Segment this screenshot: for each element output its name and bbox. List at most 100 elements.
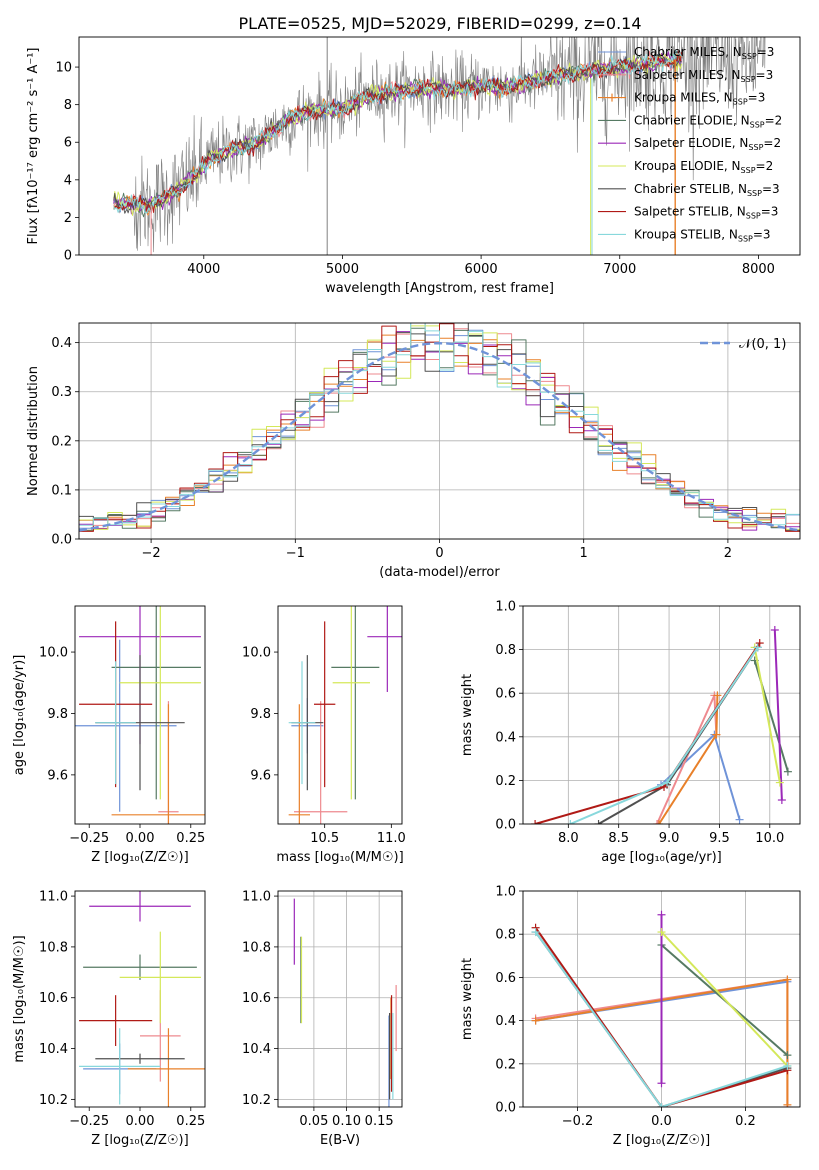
y-tick-label: 9.8: [250, 707, 271, 722]
axes-age_vs_mass: 10.5 11.0 9.6 9.8 10.0 mass [log₁₀(M/M☉)]: [242, 605, 406, 865]
axes-age_vs_Z: −0.25 0.00 0.25 9.6 9.8 10.0 Z [log₁₀(Z/Z☉)] ag…: [12, 605, 206, 865]
legend-subscript: SSP: [746, 212, 761, 221]
x-tick-label: −1: [286, 546, 305, 561]
legend-subscript: SSP: [750, 120, 765, 129]
y-tick-label: 11.0: [39, 890, 68, 905]
axes-mass_vs_EBV: 0.05 0.10 0.15 10.2 10.4 10.6 10.8 11.0 E(B-V): [242, 890, 403, 1148]
axis-layer: 8.0 8.5 9.0 9.5 10.0 0.0 0.2 0.4 0.6 0.8 1.0 age [l…: [460, 600, 801, 865]
x-axis-label: wavelength [Angstrom, rest frame]: [325, 281, 554, 296]
axis-layer: 4000 5000 6000 7000 8000 0 2 4 6 8 10 wavelength [A…: [26, 36, 801, 296]
x-tick-label: −2: [142, 546, 161, 561]
y-tick-label: 9.8: [47, 707, 68, 722]
y-tick-label: 10.8: [39, 940, 68, 955]
y-axis-label: mass weight: [460, 674, 475, 756]
legend-suffix: =3: [748, 91, 766, 105]
legend-subscript: SSP: [748, 143, 763, 152]
y-tick-label: 11.0: [242, 890, 271, 905]
x-tick-label: 6000: [465, 262, 498, 277]
x-tick-label: 0.00: [126, 1114, 155, 1129]
y-tick-label: 0.0: [51, 533, 72, 548]
errorbar-point: [89, 891, 191, 922]
y-tick-label: 0.4: [495, 1014, 516, 1029]
y-tick-label: 0.4: [51, 336, 72, 351]
y-tick-label: 10.0: [39, 646, 68, 661]
x-tick-label: 2: [724, 546, 732, 561]
errorbar-point: [367, 606, 402, 692]
legend-label: Kroupa ELODIE, NSSP=2: [634, 159, 773, 175]
series-kroupa-stelib: [531, 928, 792, 1107]
series-salpeter-miles: [652, 691, 721, 824]
y-tick-label: 0.6: [495, 687, 516, 702]
y-axis-label: mass weight: [460, 958, 475, 1040]
y-tick-label: 10.2: [39, 1093, 68, 1108]
x-tick-label: −0.2: [562, 1114, 594, 1129]
x-axis-label: Z [log₁₀(Z/Z☉)]: [613, 1133, 710, 1148]
plot-area: [79, 891, 205, 1107]
errorbar-point: [288, 661, 316, 785]
y-axis-label: mass [log₁₀(M/M☉)]: [12, 935, 27, 1062]
x-tick-label: 7000: [603, 262, 636, 277]
series-line: [773, 629, 783, 801]
axes-frame: [522, 890, 801, 1108]
y-tick-label: 0.2: [51, 434, 72, 449]
series-salpeter-elodie: [770, 625, 786, 805]
y-tick-label: 0.6: [495, 971, 516, 986]
x-axis-label: (data-model)/error: [379, 565, 500, 580]
series-line: [534, 931, 788, 1107]
x-tick-label: 0.00: [126, 831, 155, 846]
axes-frame: [74, 890, 206, 1108]
errorbar-point: [127, 1028, 205, 1107]
x-tick-label: 0.15: [365, 1114, 394, 1129]
legend-subscript: SSP: [741, 166, 756, 175]
x-tick-label: −0.25: [69, 831, 109, 846]
legend-label: Kroupa STELIB, NSSP=3: [634, 227, 771, 243]
errorbar-point: [331, 606, 380, 800]
errorbar-point: [95, 1053, 185, 1064]
legend-label: Salpeter STELIB, NSSP=3: [634, 205, 778, 221]
errorbar-point: [288, 704, 310, 824]
errorbar-point: [294, 701, 348, 824]
series-line: [569, 646, 759, 824]
series-line: [660, 931, 789, 1067]
y-tick-label: 0: [64, 249, 72, 264]
legend-label: Kroupa MILES, NSSP=3: [634, 91, 765, 107]
axes-spectrum: 4000 5000 6000 7000 8000 0 2 4 6 8 10 wavelength [A…: [26, 36, 801, 296]
y-tick-label: 1.0: [495, 600, 516, 615]
legend-suffix: =2: [765, 113, 783, 127]
series-line: [534, 927, 788, 1107]
legend-label: Chabrier MILES, NSSP=3: [634, 45, 774, 61]
series-salpeter-stelib: [531, 639, 764, 824]
x-tick-label: 0.25: [176, 831, 205, 846]
normal-curve: [79, 342, 800, 532]
y-tick-label: 0.8: [495, 643, 516, 658]
x-tick-label: 8.0: [558, 831, 579, 846]
legend-suffix: =3: [757, 45, 775, 59]
x-tick-label: 1: [580, 546, 588, 561]
legend-suffix: =2: [763, 136, 781, 150]
legend-label: Salpeter MILES, NSSP=3: [634, 68, 773, 84]
axis-layer: −2 −1 0 1 2 0.0 0.1 0.2 0.3 0.4 (data-model)/error…: [26, 322, 801, 580]
x-axis-label: age [log₁₀(age/yr)]: [601, 850, 722, 865]
x-tick-label: 9.5: [709, 831, 730, 846]
axes-mass_vs_Z: −0.25 0.00 0.25 10.2 10.4 10.6 10.8 11.0 Z [log₁…: [12, 890, 206, 1148]
errorbar-point: [111, 704, 205, 824]
model-fit-chabrier-stelib: [113, 51, 682, 214]
plot-area: [531, 625, 792, 824]
grid-layer: [278, 891, 402, 1107]
series-chabrier-elodie: [750, 656, 792, 776]
series-line: [656, 694, 718, 824]
y-axis-label: Flux [fλ10⁻¹⁷ erg cm⁻² s⁻¹ A⁻¹]: [26, 48, 41, 245]
y-tick-label: 0.8: [495, 928, 516, 943]
plot-area: [113, 37, 766, 255]
y-tick-label: 10.8: [242, 940, 271, 955]
observed-spectrum: [113, 37, 766, 253]
errorbar-point: [75, 639, 177, 812]
y-tick-label: 10.4: [242, 1042, 271, 1057]
legend-subscript: SSP: [733, 98, 748, 107]
y-tick-label: 10.4: [39, 1042, 68, 1057]
x-tick-label: 8.5: [608, 831, 629, 846]
y-tick-label: 9.6: [250, 768, 271, 783]
series-kroupa-stelib: [566, 643, 762, 824]
legend-label: Chabrier STELIB, NSSP=3: [634, 182, 780, 198]
series-salpeter-elodie: [657, 910, 666, 1088]
